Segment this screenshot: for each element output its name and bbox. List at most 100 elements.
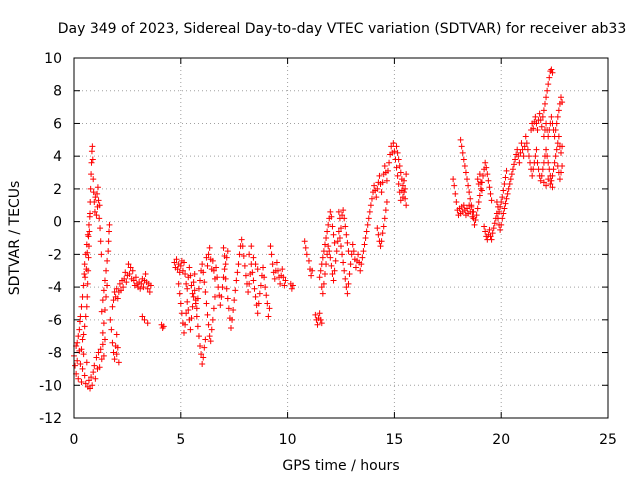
data-point xyxy=(350,248,357,255)
data-point xyxy=(503,195,510,202)
data-point xyxy=(482,159,489,166)
data-point xyxy=(536,110,543,117)
data-point xyxy=(325,243,332,250)
data-point xyxy=(543,94,550,101)
data-point xyxy=(203,254,210,261)
data-point xyxy=(503,167,510,174)
y-axis-label: SDTVAR / TECUs xyxy=(7,181,23,296)
data-point xyxy=(171,259,178,266)
data-point xyxy=(458,143,465,150)
data-point xyxy=(288,285,295,292)
data-point xyxy=(464,205,471,212)
data-point xyxy=(141,316,148,323)
data-point xyxy=(265,313,272,320)
data-point xyxy=(544,153,551,160)
data-point xyxy=(190,279,197,286)
data-point xyxy=(289,282,296,289)
data-point xyxy=(381,163,388,169)
data-point xyxy=(301,238,308,245)
data-point xyxy=(379,230,386,237)
data-point xyxy=(341,215,348,222)
data-point xyxy=(197,277,204,284)
grid-lines xyxy=(74,58,608,418)
data-point xyxy=(262,284,269,291)
data-point xyxy=(74,339,81,346)
data-point xyxy=(83,266,90,273)
data-point xyxy=(197,343,204,349)
data-point xyxy=(87,210,94,217)
data-point xyxy=(281,282,288,289)
data-point xyxy=(453,199,460,205)
data-point xyxy=(78,379,85,385)
data-point xyxy=(483,164,490,171)
data-point xyxy=(245,289,252,295)
data-point xyxy=(344,239,351,246)
data-point xyxy=(85,221,92,228)
data-point xyxy=(500,187,507,194)
data-point xyxy=(263,292,270,299)
data-point xyxy=(104,282,111,289)
data-point xyxy=(209,257,216,264)
data-point xyxy=(399,182,406,189)
data-point xyxy=(517,149,524,156)
y-tick-labels: -12 -10 -8 -6 -4 -2 0 2 4 6 8 10 xyxy=(39,51,62,427)
data-point xyxy=(81,323,88,330)
data-point xyxy=(100,320,107,327)
data-point xyxy=(97,238,104,245)
data-point xyxy=(189,303,196,310)
data-point xyxy=(368,195,375,202)
data-point xyxy=(219,284,226,291)
data-point xyxy=(248,243,255,250)
data-point xyxy=(552,127,559,133)
data-point xyxy=(86,228,93,235)
data-point xyxy=(331,267,338,274)
data-point xyxy=(396,163,403,169)
y-tick-label: 4 xyxy=(53,149,62,165)
data-point xyxy=(110,297,117,304)
data-point xyxy=(188,315,195,322)
data-point xyxy=(254,310,261,317)
data-point xyxy=(305,257,312,264)
data-point xyxy=(325,221,332,228)
data-point xyxy=(246,251,253,258)
data-point xyxy=(393,143,400,150)
data-point xyxy=(83,241,90,248)
data-point xyxy=(398,187,405,194)
data-point xyxy=(114,295,121,302)
data-point xyxy=(81,271,88,277)
data-point xyxy=(138,280,145,287)
data-point xyxy=(538,123,545,130)
data-point xyxy=(187,326,194,333)
data-point xyxy=(378,238,385,245)
data-point xyxy=(403,171,410,178)
data-point xyxy=(491,220,498,227)
data-point xyxy=(401,177,408,184)
data-point xyxy=(105,238,112,245)
data-point xyxy=(489,230,496,237)
data-point xyxy=(87,185,94,192)
data-point xyxy=(113,331,120,338)
data-point xyxy=(317,316,324,323)
data-point xyxy=(199,361,206,367)
data-point xyxy=(327,254,334,261)
data-point xyxy=(482,228,489,235)
data-point xyxy=(203,300,210,307)
data-point xyxy=(558,149,565,156)
data-point xyxy=(198,351,205,358)
data-point xyxy=(89,156,96,163)
data-point xyxy=(543,182,550,189)
data-point xyxy=(201,279,208,286)
data-point xyxy=(480,172,487,179)
data-point xyxy=(84,249,91,256)
data-point xyxy=(76,318,83,325)
data-point xyxy=(76,326,83,333)
data-point xyxy=(318,320,325,327)
data-point xyxy=(347,261,354,268)
data-point xyxy=(233,277,240,284)
data-point xyxy=(499,215,506,222)
data-point xyxy=(80,331,87,338)
data-point xyxy=(532,113,539,120)
data-point xyxy=(391,148,398,155)
data-point xyxy=(127,264,134,271)
data-point xyxy=(548,66,555,73)
